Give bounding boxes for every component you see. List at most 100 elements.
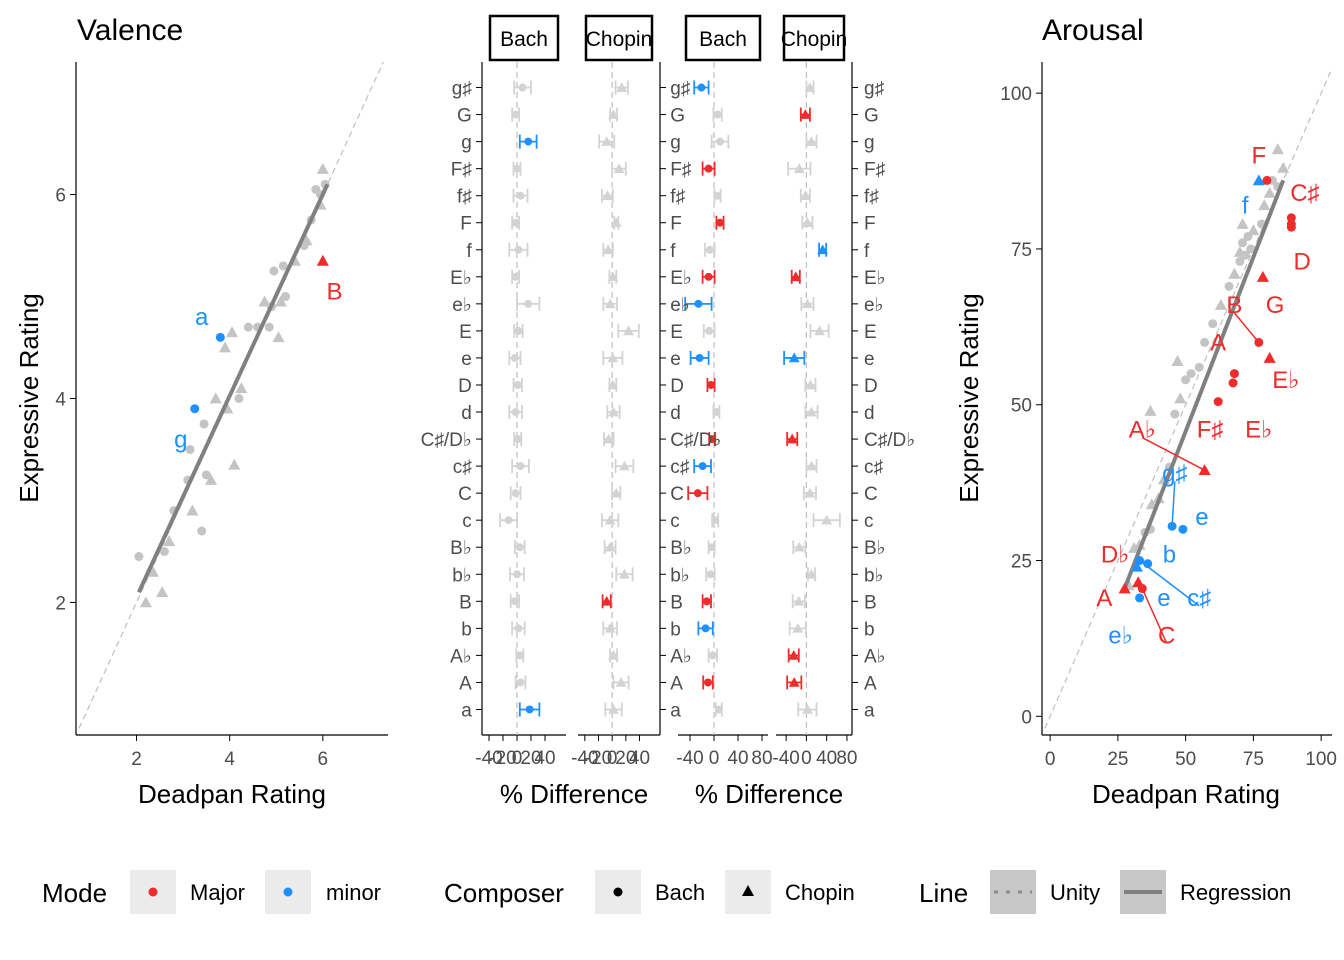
valence-grey-point bbox=[264, 322, 274, 332]
arousal-label-leader bbox=[1233, 312, 1260, 343]
legend-minor-swatch bbox=[283, 887, 293, 897]
arousal-grey-point bbox=[1277, 161, 1290, 173]
difference-point bbox=[793, 163, 805, 173]
key-label: B♭ bbox=[864, 538, 886, 559]
diff-x-label-left: % Difference bbox=[500, 779, 648, 809]
diff-x-tick-label: 0 bbox=[709, 748, 720, 769]
arousal-highlight-point bbox=[1256, 270, 1269, 282]
difference-point bbox=[514, 245, 523, 254]
difference-point bbox=[516, 191, 525, 200]
difference-point bbox=[704, 164, 713, 173]
difference-point bbox=[804, 82, 816, 92]
key-label: e bbox=[670, 349, 681, 370]
difference-point bbox=[604, 514, 616, 525]
valence-grey-point bbox=[199, 419, 209, 429]
valence-x-tick-label: 6 bbox=[318, 749, 329, 770]
difference-point bbox=[786, 433, 798, 444]
arousal-point-label: f bbox=[1242, 192, 1249, 219]
arousal-grey-point bbox=[1194, 362, 1204, 372]
difference-point bbox=[524, 137, 533, 146]
strip-label: Bach bbox=[699, 28, 747, 51]
key-label: A bbox=[459, 673, 472, 694]
arousal-highlight-point bbox=[1228, 378, 1238, 388]
key-label: f♯ bbox=[670, 187, 685, 208]
arousal-point-label: g♯ bbox=[1162, 460, 1187, 487]
arousal-y-tick-label: 0 bbox=[1021, 707, 1032, 728]
valence-highlight-point bbox=[215, 332, 225, 342]
difference-point bbox=[711, 516, 720, 525]
legend-bach-swatch bbox=[613, 887, 623, 897]
valence-grey-point bbox=[204, 474, 218, 485]
diff-x-tick-label: 80 bbox=[751, 748, 772, 769]
difference-point bbox=[788, 352, 800, 363]
key-label: c♯ bbox=[864, 457, 883, 478]
valence-grey-point bbox=[209, 392, 222, 404]
difference-point bbox=[604, 622, 616, 633]
valence-grey-point bbox=[225, 326, 239, 338]
diff-x-tick-label: 40 bbox=[727, 748, 748, 769]
arousal-y-tick-label: 75 bbox=[1011, 240, 1032, 261]
key-label: f bbox=[670, 241, 676, 262]
difference-point bbox=[698, 462, 707, 471]
arousal-grey-point bbox=[1171, 355, 1184, 366]
difference-point bbox=[516, 678, 525, 687]
arousal-highlight-point bbox=[1118, 582, 1131, 594]
legend-major-swatch bbox=[148, 887, 158, 897]
difference-panels: % Difference % Difference Bach-40-200204… bbox=[421, 14, 915, 809]
arousal-label-leader bbox=[1171, 481, 1176, 527]
arousal-regression-line bbox=[1121, 179, 1286, 593]
key-label: D bbox=[864, 376, 878, 397]
arousal-highlight-point bbox=[1254, 337, 1264, 347]
strip-label: Chopin bbox=[586, 28, 653, 51]
arousal-title: Arousal bbox=[1042, 14, 1144, 47]
valence-y-tick-label: 4 bbox=[55, 390, 66, 411]
difference-point bbox=[511, 489, 520, 498]
arousal-grey-point bbox=[1170, 409, 1180, 419]
key-label: F bbox=[460, 214, 472, 235]
difference-point bbox=[793, 595, 805, 606]
arousal-y-tick-label: 50 bbox=[1011, 396, 1032, 417]
key-label: e♭ bbox=[452, 295, 472, 316]
key-label: C bbox=[458, 484, 472, 505]
strip-box bbox=[584, 14, 654, 62]
valence-grey-point bbox=[185, 444, 195, 454]
difference-point bbox=[704, 678, 712, 687]
difference-point bbox=[802, 298, 813, 309]
key-label: E♭ bbox=[450, 268, 472, 289]
diff-x-tick-label: 40 bbox=[629, 748, 650, 769]
difference-point bbox=[806, 136, 817, 146]
key-label: b bbox=[670, 619, 681, 640]
legend-regression-label: Regression bbox=[1180, 880, 1291, 905]
difference-point bbox=[707, 543, 716, 552]
difference-point bbox=[607, 379, 619, 390]
arousal-point-label: D♭ bbox=[1101, 541, 1130, 568]
key-label: F♯ bbox=[864, 160, 885, 181]
difference-point bbox=[702, 597, 711, 606]
valence-grey-point bbox=[243, 322, 253, 332]
arousal-highlight-point bbox=[1252, 174, 1265, 186]
valence-grey-point bbox=[139, 596, 152, 608]
arousal-highlight-point bbox=[1286, 213, 1296, 223]
difference-point bbox=[712, 408, 721, 417]
valence-grey-point bbox=[159, 546, 169, 556]
arousal-point-label: G bbox=[1266, 292, 1285, 319]
difference-point bbox=[619, 568, 630, 579]
diff-x-tick-label: 0 bbox=[801, 748, 812, 769]
difference-point bbox=[601, 136, 613, 146]
diff-x-label-right: % Difference bbox=[695, 779, 843, 809]
arousal-x-tick-label: 50 bbox=[1175, 749, 1196, 770]
difference-point bbox=[716, 218, 724, 227]
valence-grey-point bbox=[228, 458, 241, 470]
key-label: d bbox=[461, 403, 472, 424]
difference-point bbox=[608, 704, 619, 714]
arousal-point-label: E♭ bbox=[1245, 417, 1272, 444]
difference-point bbox=[788, 649, 800, 660]
difference-point bbox=[714, 705, 723, 714]
key-label: g bbox=[461, 133, 472, 154]
arousal-point-label: B bbox=[1226, 292, 1242, 319]
valence-y-label: Expressive Rating bbox=[14, 293, 44, 503]
legend-chopin-label: Chopin bbox=[785, 880, 855, 905]
arousal-highlight-point bbox=[1178, 524, 1188, 534]
valence-y-tick-label: 6 bbox=[55, 186, 66, 207]
valence-grey-point bbox=[218, 341, 232, 353]
